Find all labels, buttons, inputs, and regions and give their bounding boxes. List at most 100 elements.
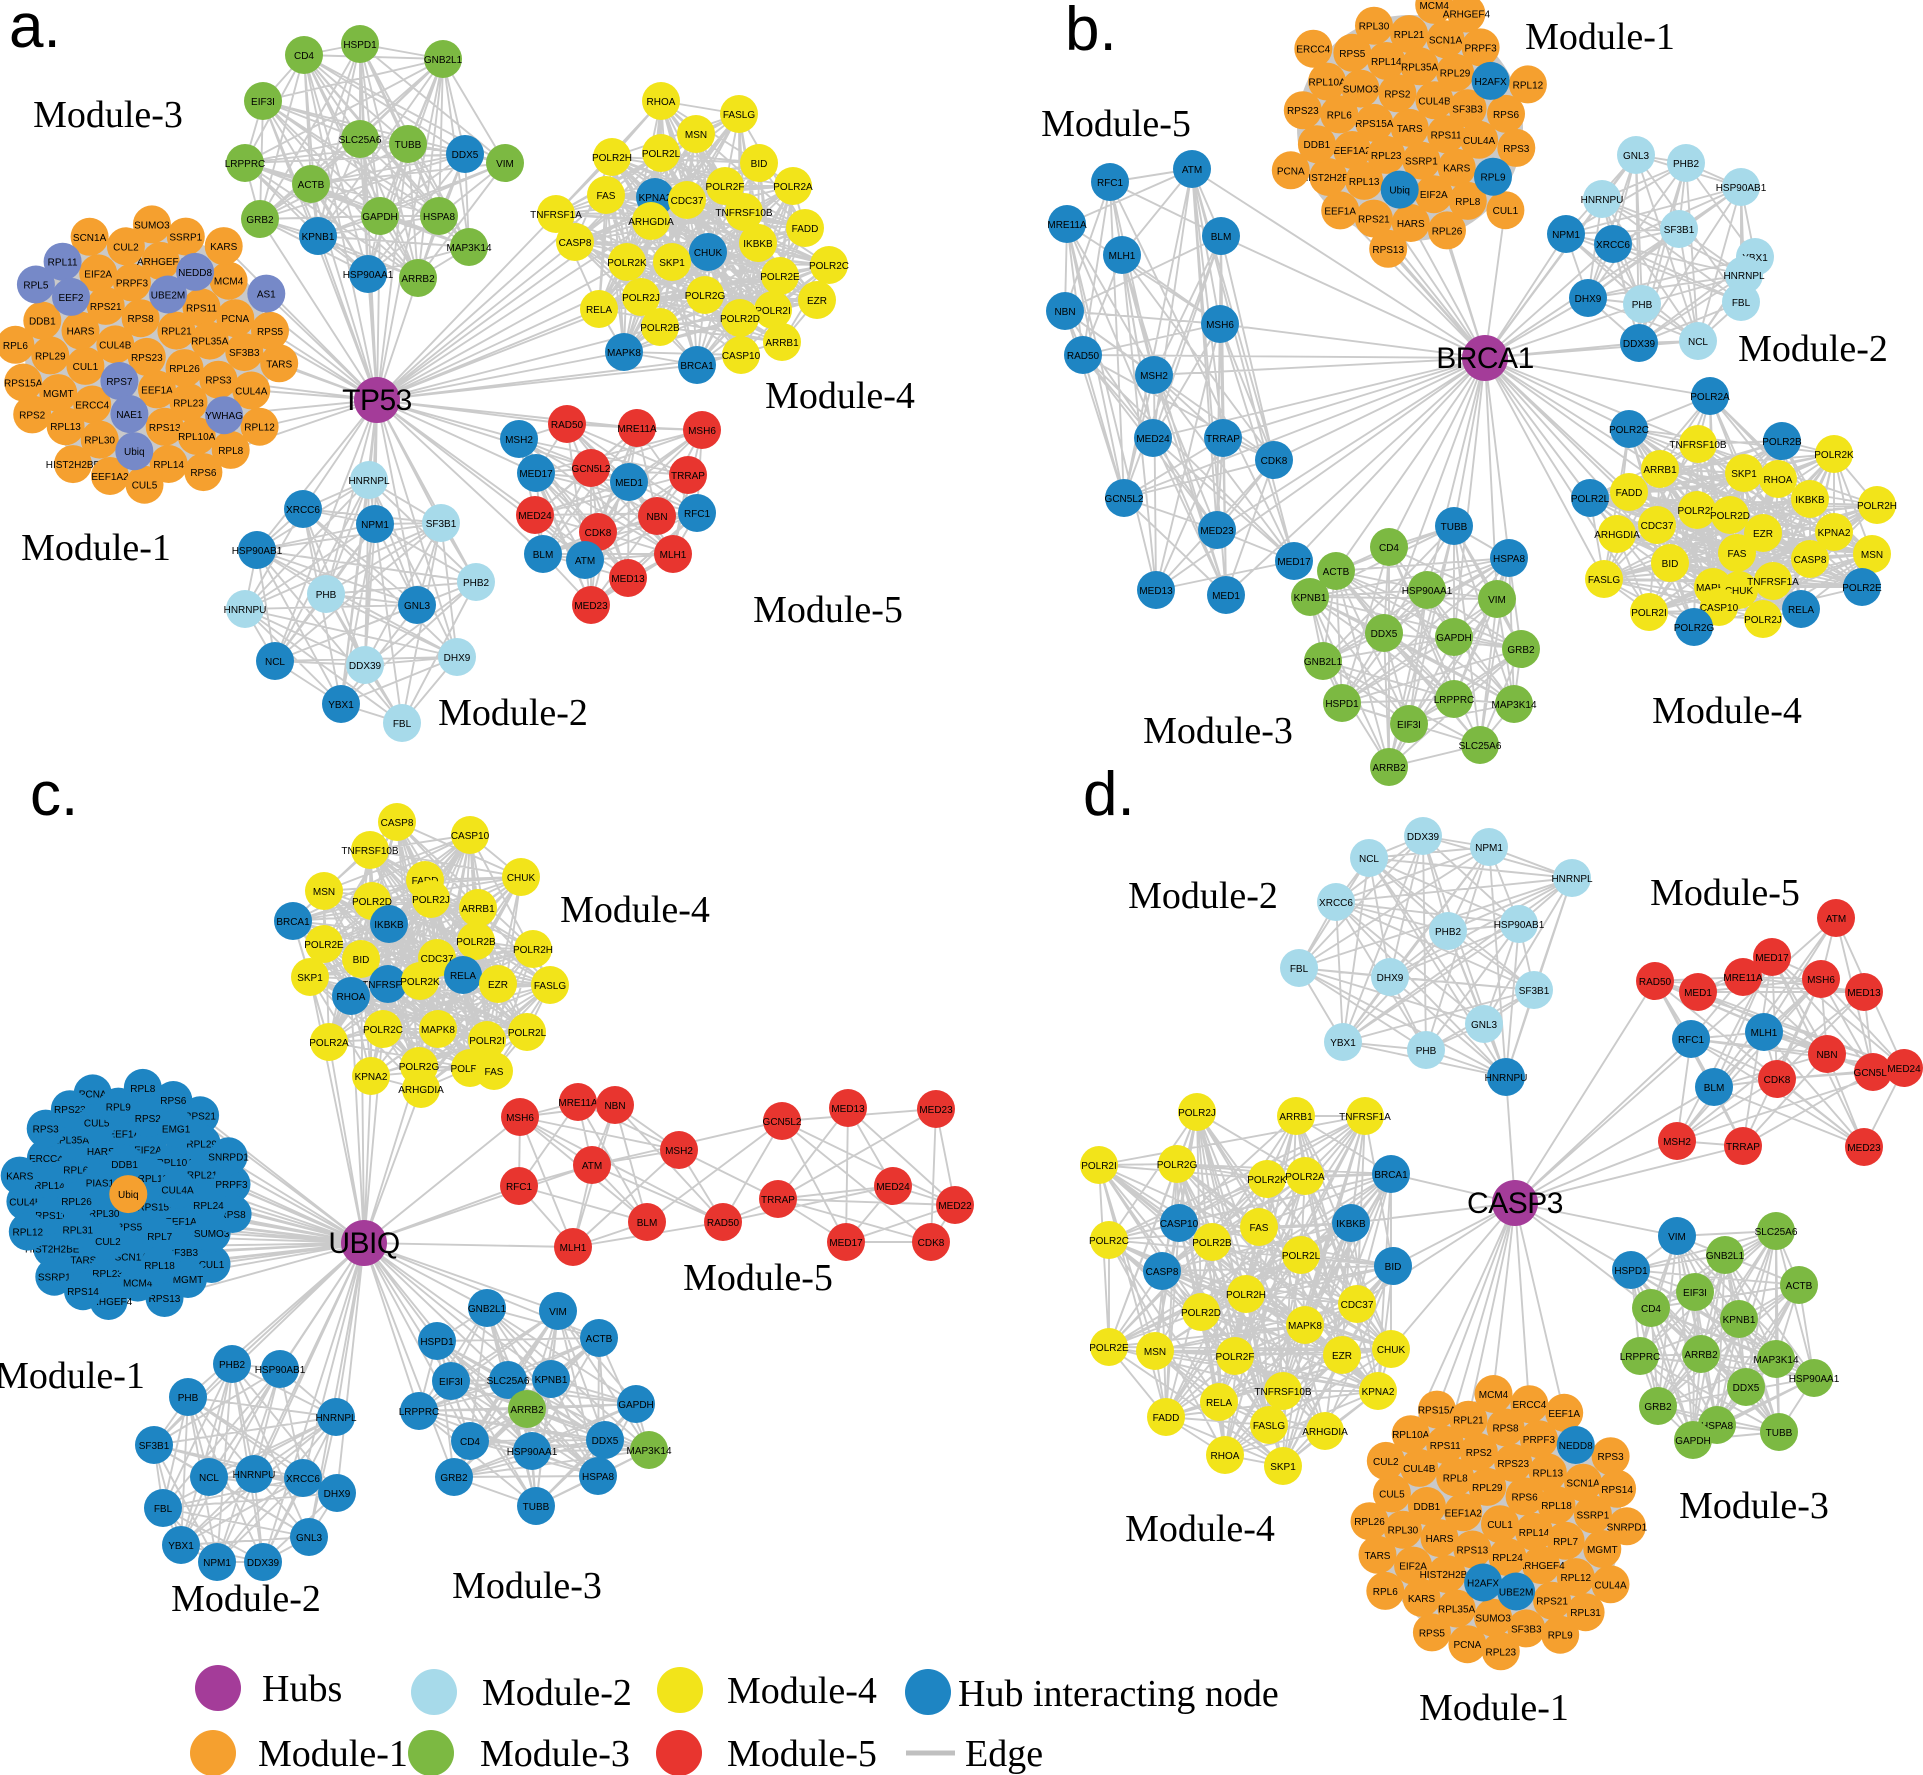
svg-text:SUMO3: SUMO3 — [1343, 85, 1379, 96]
svg-text:SCN1A: SCN1A — [1566, 1479, 1600, 1490]
svg-text:EIF3I: EIF3I — [251, 97, 275, 108]
svg-text:RPL12: RPL12 — [13, 1228, 44, 1239]
svg-text:POLR2G: POLR2G — [399, 1062, 440, 1073]
svg-text:RAD50: RAD50 — [707, 1218, 740, 1229]
svg-text:RPS11: RPS11 — [1431, 130, 1462, 141]
svg-text:CDK8: CDK8 — [1261, 456, 1288, 467]
svg-text:CDC37: CDC37 — [1341, 1300, 1374, 1311]
svg-text:Module-1: Module-1 — [0, 1355, 145, 1397]
svg-text:KPNA2: KPNA2 — [1818, 528, 1851, 539]
svg-text:HSP90AB1: HSP90AB1 — [1716, 183, 1767, 194]
svg-text:SKP1: SKP1 — [1270, 1462, 1296, 1473]
svg-text:FAS: FAS — [597, 191, 616, 202]
svg-text:ACTB: ACTB — [586, 1334, 613, 1345]
svg-text:ARRB2: ARRB2 — [510, 1405, 544, 1416]
svg-text:POLR2G: POLR2G — [685, 291, 726, 302]
svg-text:EIF3I: EIF3I — [1397, 720, 1421, 731]
svg-text:RPL10A: RPL10A — [178, 432, 216, 443]
svg-text:MSH2: MSH2 — [1663, 1137, 1691, 1148]
svg-text:PIAS1: PIAS1 — [86, 1178, 115, 1189]
svg-text:POLR2C: POLR2C — [1609, 425, 1649, 436]
svg-text:RPS3: RPS3 — [1598, 1452, 1625, 1463]
svg-text:GNB2L1: GNB2L1 — [424, 55, 463, 66]
svg-text:KARS: KARS — [210, 242, 238, 253]
svg-text:c.: c. — [30, 760, 78, 829]
svg-text:CUL4A: CUL4A — [1463, 136, 1496, 147]
svg-text:CASP8: CASP8 — [559, 238, 592, 249]
svg-text:EIF2A: EIF2A — [1420, 190, 1448, 201]
svg-text:DHX9: DHX9 — [1377, 973, 1404, 984]
svg-text:MSN: MSN — [1861, 550, 1883, 561]
svg-text:Module-3: Module-3 — [33, 94, 183, 136]
svg-text:DDB1: DDB1 — [1304, 140, 1331, 151]
svg-text:RELA: RELA — [586, 305, 612, 316]
svg-text:MSH6: MSH6 — [506, 1113, 534, 1124]
svg-text:POLR2C: POLR2C — [809, 261, 849, 272]
svg-text:HSP90AB1: HSP90AB1 — [255, 1365, 306, 1376]
svg-text:POLR2G: POLR2G — [1157, 1160, 1198, 1171]
svg-text:EEF1A: EEF1A — [108, 1129, 140, 1140]
svg-text:POLR2D: POLR2D — [720, 314, 760, 325]
svg-text:RPL14: RPL14 — [153, 460, 184, 471]
svg-text:MAP3K14: MAP3K14 — [1491, 700, 1536, 711]
svg-text:MED1: MED1 — [1684, 988, 1712, 999]
svg-text:EEF1A2: EEF1A2 — [1445, 1508, 1483, 1519]
svg-text:CDC37: CDC37 — [1641, 521, 1674, 532]
svg-text:TARS: TARS — [1397, 124, 1423, 135]
svg-text:MED24: MED24 — [1887, 1064, 1921, 1075]
svg-text:EEF1A: EEF1A — [141, 385, 173, 396]
svg-text:POLR2E: POLR2E — [1089, 1343, 1129, 1354]
svg-text:BLM: BLM — [1704, 1083, 1725, 1094]
svg-text:CUL5: CUL5 — [1379, 1489, 1405, 1500]
svg-text:CASP10: CASP10 — [1160, 1219, 1199, 1230]
svg-text:RPL35A: RPL35A — [1401, 62, 1439, 73]
svg-text:Module-2: Module-2 — [482, 1672, 632, 1714]
svg-text:ERCC4: ERCC4 — [1512, 1400, 1546, 1411]
svg-text:BID: BID — [751, 159, 768, 170]
svg-text:RPS6: RPS6 — [1512, 1492, 1539, 1503]
svg-text:a.: a. — [9, 0, 61, 61]
svg-text:CDK8: CDK8 — [1764, 1075, 1791, 1086]
svg-text:MSH6: MSH6 — [1206, 320, 1234, 331]
svg-text:POLR2F: POLR2F — [451, 1064, 490, 1075]
svg-text:POLR2K: POLR2K — [400, 977, 440, 988]
svg-text:RAD50: RAD50 — [1067, 351, 1100, 362]
svg-text:SF3B3: SF3B3 — [1511, 1624, 1542, 1635]
svg-text:RPL23: RPL23 — [173, 398, 204, 409]
svg-text:CUL4A: CUL4A — [235, 387, 268, 398]
svg-text:CASP3: CASP3 — [1467, 1187, 1563, 1220]
svg-text:SKP1: SKP1 — [297, 973, 323, 984]
svg-text:ARHGDIA: ARHGDIA — [398, 1085, 444, 1096]
svg-text:UBE2M: UBE2M — [1499, 1588, 1533, 1599]
svg-text:BRCA1: BRCA1 — [1374, 1170, 1408, 1181]
svg-text:POLR2L: POLR2L — [1571, 494, 1610, 505]
svg-text:HIST2H2BE: HIST2H2BE — [1301, 173, 1356, 184]
svg-text:CHUK: CHUK — [1725, 586, 1754, 597]
svg-text:RPS21: RPS21 — [1358, 215, 1390, 226]
svg-text:RPL7: RPL7 — [147, 1232, 172, 1243]
svg-text:SF3B3: SF3B3 — [168, 1248, 199, 1259]
svg-text:PHB: PHB — [1632, 300, 1653, 311]
svg-text:GNL3: GNL3 — [1623, 151, 1650, 162]
svg-text:RPL24: RPL24 — [1492, 1553, 1523, 1564]
svg-text:RPL5: RPL5 — [23, 281, 48, 292]
svg-text:MED13: MED13 — [611, 574, 645, 585]
svg-text:RHOA: RHOA — [1211, 1451, 1240, 1462]
svg-text:RPS6: RPS6 — [190, 468, 217, 479]
svg-text:HSP90AB1: HSP90AB1 — [232, 546, 283, 557]
svg-text:DHX9: DHX9 — [1575, 294, 1602, 305]
svg-text:NAE1: NAE1 — [116, 410, 143, 421]
svg-text:IKBKB: IKBKB — [374, 920, 404, 931]
svg-text:Module-4: Module-4 — [1125, 1508, 1275, 1550]
svg-text:H2AFX: H2AFX — [1467, 1579, 1500, 1590]
svg-text:SLC25A6: SLC25A6 — [1755, 1227, 1798, 1238]
svg-text:ARRB2: ARRB2 — [1684, 1350, 1718, 1361]
svg-text:XRCC6: XRCC6 — [1319, 898, 1353, 909]
svg-text:PRPF3: PRPF3 — [1523, 1435, 1556, 1446]
svg-text:KARS: KARS — [1443, 164, 1471, 175]
svg-text:RPS23: RPS23 — [54, 1105, 86, 1116]
svg-text:GRB2: GRB2 — [440, 1473, 468, 1484]
svg-text:RPS21: RPS21 — [184, 1111, 216, 1122]
svg-text:MED23: MED23 — [1847, 1143, 1881, 1154]
svg-text:HSP90AA1: HSP90AA1 — [343, 270, 394, 281]
